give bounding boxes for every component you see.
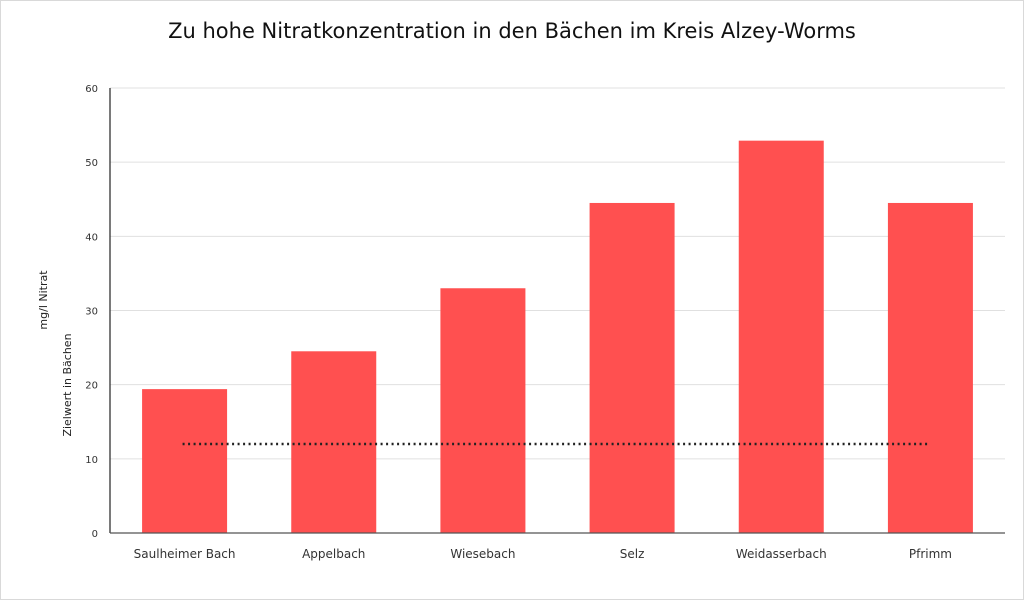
y-tick-label: 20 [85, 381, 98, 392]
chart-title: Zu hohe Nitratkonzentration in den Bäche… [168, 19, 856, 43]
bar [887, 202, 973, 534]
x-tick-label: Appelbach [302, 547, 365, 561]
y-tick-label: 40 [85, 232, 98, 243]
bar [142, 389, 228, 533]
x-tick-label: Pfrimm [909, 547, 952, 561]
bar [589, 202, 675, 534]
x-tick-label: Weidasserbach [736, 547, 827, 561]
y-tick-label: 0 [92, 529, 98, 540]
bar [291, 351, 377, 533]
x-tick-label: Selz [620, 547, 645, 561]
x-tick-label: Wiesebach [450, 547, 515, 561]
y-tick-label: 50 [85, 158, 98, 169]
y-tick-label: 10 [85, 455, 98, 466]
y-axis-label: mg/l Nitrat [37, 270, 50, 330]
y-tick-label: 30 [85, 307, 98, 318]
y-tick-label: 60 [85, 84, 98, 95]
x-tick-label: Saulheimer Bach [134, 547, 236, 561]
reference-line-label: Zielwert in Bächen [61, 333, 74, 436]
bar [738, 140, 824, 534]
bar [440, 288, 526, 533]
